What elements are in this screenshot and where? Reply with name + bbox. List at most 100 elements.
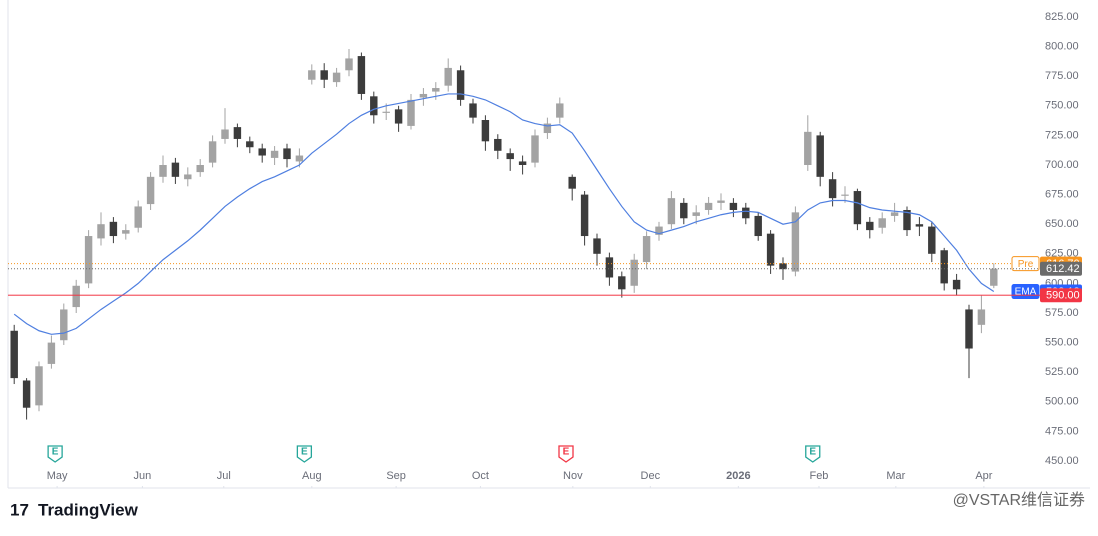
watermark: @VSTAR维信证券 [953,491,1085,509]
candle-body [258,148,266,156]
event-marker [47,445,63,463]
y-tick-label: 450.00 [1045,455,1079,467]
event-label: E [52,447,59,458]
candle-body [246,141,254,148]
x-tick-label: Jul [217,470,231,482]
candle-body [890,212,899,216]
x-tick-label: Aug [302,470,322,482]
event-label: E [809,447,816,458]
candle-body [915,224,924,227]
candle-body [10,330,18,379]
candle-body [469,103,477,118]
candle-body [382,111,390,113]
candle-body [432,88,440,92]
candle-body [766,233,775,266]
event-label: E [301,447,308,458]
candle-body [965,309,973,349]
candle-body [122,230,130,234]
event-label: E [563,447,570,458]
event-marker [296,445,313,463]
tradingview-logo: 17 TradingView [10,500,139,519]
candle-body [742,207,750,219]
logo-mark: 17 [10,500,29,519]
candle-body [345,58,353,71]
candle-body [866,221,874,231]
price-tag-name-box [1011,256,1040,272]
candle-body [791,212,800,272]
candle-body [667,198,676,225]
candle-body [72,285,80,308]
candle-body [618,276,626,290]
candle-body [704,202,713,210]
y-tick-label: 500.00 [1045,396,1079,408]
x-tick-label: Oct [472,470,489,482]
y-tick-label: 575.00 [1045,307,1079,319]
x-tick-label: Nov [563,470,583,482]
candle-body [605,257,614,278]
candle-body [171,162,180,177]
candle-body [928,226,936,254]
candle-body [394,109,403,124]
candle-body [680,202,688,219]
candle-body [977,309,986,325]
candle-body [543,123,552,134]
candle-body [283,148,291,160]
candle-body [221,129,229,139]
y-tick-label: 775.00 [1045,70,1079,82]
candle-body [841,194,849,196]
candle-body [233,127,242,139]
candle-body [407,99,415,126]
x-tick-label: Apr [975,470,992,482]
y-tick-label: 825.00 [1045,11,1079,23]
candle-body [816,135,824,177]
candle-body [494,138,502,151]
y-tick-label: 650.00 [1045,218,1079,230]
candle-body [320,70,328,80]
candle-body [568,176,576,189]
candle-body [357,56,366,94]
candle-body [655,226,663,235]
candle-body [35,366,43,406]
y-tick-label: 550.00 [1045,337,1079,349]
candle-body [47,342,56,364]
x-tick-label: 2026 [726,470,750,482]
candle-body [630,259,638,286]
candle-body [22,380,31,408]
candle-body [134,206,142,228]
price-tag-label: 590.00 [1046,290,1080,302]
candle-body [84,236,93,284]
x-tick-label: Mar [886,470,905,482]
candle-body [642,236,651,263]
candle-body [506,153,514,160]
candle-body [853,191,862,225]
candle-body [804,131,812,165]
event-marker [558,445,574,463]
candle-body [270,150,279,158]
candle-body [940,250,948,284]
y-tick-label: 725.00 [1045,129,1079,141]
candle-body [332,72,341,83]
candle-body [531,135,539,163]
x-tick-label: Dec [641,470,661,482]
candle-body [444,67,452,86]
candle-body [60,309,68,341]
candle-body [903,209,911,231]
candle-body [754,215,762,237]
y-tick-label: 625.00 [1045,248,1079,260]
candle-body [692,212,700,216]
price-tag-name: Pre [1018,259,1034,270]
candle-body [518,161,527,165]
ema-line [13,93,995,335]
event-marker [805,445,821,463]
candle-body [878,218,886,228]
candle-body [208,141,217,163]
x-tick-label: Sep [386,470,406,482]
price-tag [1040,288,1082,303]
y-tick-label: 700.00 [1045,159,1079,171]
candle-body [481,120,490,142]
candle-body [184,174,192,180]
y-tick-label: 750.00 [1045,100,1079,112]
candle-body [593,238,601,254]
candle-body [729,202,738,210]
